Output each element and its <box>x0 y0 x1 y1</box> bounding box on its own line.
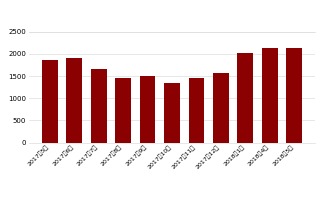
Bar <box>42 60 58 143</box>
Bar <box>66 58 82 143</box>
Bar <box>262 48 278 143</box>
Bar <box>188 78 204 143</box>
Bar <box>213 73 229 143</box>
Bar <box>164 83 180 143</box>
Bar <box>140 76 156 143</box>
Text: 2017 年 5 月-2018 年 5 月全国房间空气调节器产量统计图: 2017 年 5 月-2018 年 5 月全国房间空气调节器产量统计图 <box>64 9 256 18</box>
Bar <box>237 53 253 143</box>
Bar <box>91 69 107 143</box>
Bar <box>115 78 131 143</box>
Bar <box>286 48 302 143</box>
